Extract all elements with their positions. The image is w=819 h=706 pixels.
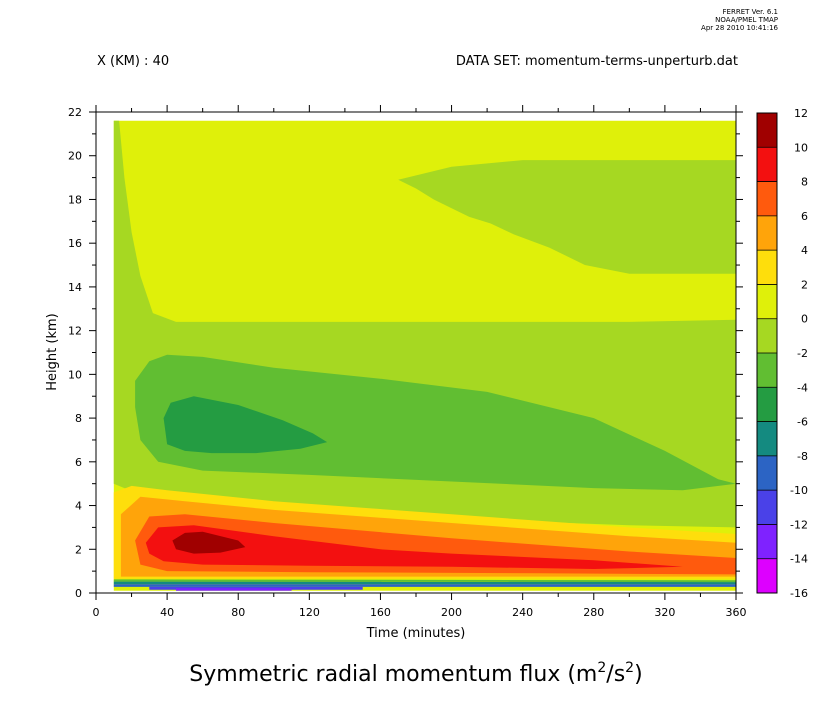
colorbar-label-0: 0 <box>801 313 808 326</box>
y-tick-label-6: 6 <box>75 456 82 469</box>
colorbar-swatch-12 <box>757 147 777 182</box>
chart-title: Symmetric radial momentum flux (m2/s2) <box>189 660 642 687</box>
ferret-stamp: FERRET Ver. 6.1 NOAA/PMEL TMAP Apr 28 20… <box>701 8 778 32</box>
contour-region-9 <box>172 531 246 554</box>
y-tick-label-18: 18 <box>68 193 82 206</box>
x-tick-label-160: 160 <box>370 606 391 619</box>
title-sup-2: 2 <box>625 660 634 676</box>
colorbar-swatch-8 <box>757 284 777 319</box>
x-tick-label-360: 360 <box>726 606 747 619</box>
y-tick-label-0: 0 <box>75 587 82 600</box>
dataset-label: DATA SET: momentum-terms-unperturb.dat <box>456 54 738 69</box>
colorbar-swatch-11 <box>757 181 777 216</box>
x-tick-label-0: 0 <box>93 606 100 619</box>
y-tick-label-20: 20 <box>68 150 82 163</box>
colorbar-label-4: 4 <box>801 244 808 257</box>
ferret-date: Apr 28 2010 10:41:16 <box>701 24 778 32</box>
colorbar-swatch-9 <box>757 250 777 285</box>
contour-region-4 <box>163 396 328 454</box>
y-tick-label-12: 12 <box>68 325 82 338</box>
y-tick-label-16: 16 <box>68 237 82 250</box>
colorbar-swatch-10 <box>757 215 777 251</box>
colorbar-label--2: -2 <box>797 347 808 360</box>
colorbar-swatch-0 <box>757 558 777 593</box>
colorbar-label-2: 2 <box>801 278 808 291</box>
contour-region-14 <box>176 588 292 591</box>
x-tick-label-120: 120 <box>299 606 320 619</box>
contour-region-8 <box>145 525 683 569</box>
title-main: Symmetric radial momentum flux (m <box>189 662 597 687</box>
y-tick-label-10: 10 <box>68 368 82 381</box>
x-tick-label-280: 280 <box>583 606 604 619</box>
x-location-label: X (KM) : 40 <box>97 54 169 69</box>
colorbar-swatch-13 <box>757 113 777 148</box>
contour-region-11 <box>113 581 736 585</box>
colorbar-label--12: -12 <box>790 518 808 531</box>
ferret-org: NOAA/PMEL TMAP <box>715 16 778 24</box>
colorbar-label-8: 8 <box>801 176 808 189</box>
colorbar-label--4: -4 <box>797 381 808 394</box>
axes: 0 40 80 120 160 200 240 280 320 360 0 2 4 6 8 10 12 14 16 1… <box>68 105 747 619</box>
colorbar-swatch-4 <box>757 421 777 456</box>
colorbar-swatch-6 <box>757 353 777 388</box>
y-tick-label-8: 8 <box>75 412 82 425</box>
title-end: ) <box>634 662 643 687</box>
contour-region-2 <box>398 160 736 274</box>
colorbar-swatch-2 <box>757 490 777 525</box>
colorbar-swatch-3 <box>757 455 777 491</box>
colorbar-label--14: -14 <box>790 553 808 566</box>
x-tick-label-40: 40 <box>160 606 174 619</box>
colorbar: -16 -14 -12 -10 -8 -6 -4 -2 0 2 4 6 8 10 12 <box>756 107 808 600</box>
x-axis-label: Time (minutes) <box>366 626 466 641</box>
y-tick-label-22: 22 <box>68 106 82 119</box>
colorbar-label--6: -6 <box>797 416 808 429</box>
x-tick-label-80: 80 <box>231 606 245 619</box>
y-tick-label-14: 14 <box>68 281 82 294</box>
colorbar-label-10: 10 <box>794 141 808 154</box>
colorbar-label--10: -10 <box>790 484 808 497</box>
x-tick-label-200: 200 <box>441 606 462 619</box>
colorbar-label-6: 6 <box>801 210 808 223</box>
contour-region-3 <box>135 354 736 491</box>
contour-region-12 <box>113 584 736 587</box>
colorbar-label-12: 12 <box>794 107 808 120</box>
colorbar-swatch-5 <box>757 387 777 422</box>
contour-regions <box>113 120 736 591</box>
title-sup-1: 2 <box>597 660 606 676</box>
title-mid: /s <box>606 662 625 687</box>
y-tick-label-2: 2 <box>75 543 82 556</box>
y-tick-label-4: 4 <box>75 500 82 513</box>
colorbar-swatch-1 <box>757 524 777 559</box>
contour-region-10 <box>113 579 736 583</box>
y-axis-label: Height (km) <box>45 313 60 390</box>
colorbar-swatch-7 <box>757 318 777 353</box>
colorbar-label--16: -16 <box>790 587 808 600</box>
colorbar-label--8: -8 <box>797 450 808 463</box>
x-tick-label-240: 240 <box>512 606 533 619</box>
ferret-version: FERRET Ver. 6.1 <box>723 8 778 16</box>
x-tick-label-320: 320 <box>654 606 675 619</box>
